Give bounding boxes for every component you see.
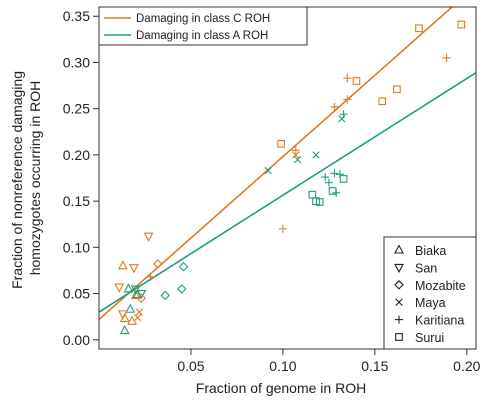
y-tick-label: 0.15 [63,193,90,209]
x-axis-ticks: 0.05 0.10 0.15 0.20 [177,349,481,374]
legend-fit-lines: Damaging in class C ROH Damaging in class… [98,6,308,46]
legend-lines-box [98,6,308,46]
y-tick-label: 0.10 [63,239,90,255]
data-point [293,155,302,164]
legend-population-label: Biaka [415,244,446,258]
data-points [114,20,466,335]
data-point [153,259,163,269]
data-point [130,289,141,299]
y-tick-label: 0.25 [63,101,90,117]
y-tick-label: 0.00 [63,332,90,348]
x-tick-label: 0.15 [361,358,388,374]
legend-marker-triangle-down [394,263,404,274]
x-tick-label: 0.10 [269,358,296,374]
data-point [264,166,272,175]
data-point [135,308,144,316]
data-point [343,74,352,83]
data-point [321,173,330,182]
data-point [125,303,136,313]
data-point [133,313,142,322]
data-point [291,146,300,155]
legend-population-label: Karitiana [415,314,464,328]
data-point [129,264,139,274]
data-point [352,77,361,85]
x-axis-label: Fraction of genome in ROH [196,380,366,396]
data-point [143,232,154,242]
y-tick-label: 0.30 [63,54,90,70]
legend-marker-plus [395,315,403,324]
data-point [292,151,300,159]
data-point [339,175,348,183]
legend-population-label: Maya [415,296,446,310]
legend-marker-diamond [394,280,404,290]
y-tick-label: 0.20 [63,147,90,163]
data-point [315,198,324,206]
data-point [339,110,348,119]
legend-population-label: Surui [415,331,444,345]
x-tick-label: 0.20 [453,358,480,374]
data-point [330,102,339,111]
legend-marker-triangle-up [394,244,404,254]
data-point [277,139,285,148]
data-point [308,190,317,199]
data-point [393,85,401,94]
y-axis-label: Fraction of nonreference damaging homozy… [9,67,43,289]
data-point [378,97,387,106]
legend-population-label: Mozabite [415,279,466,293]
y-axis-label-line-2: homozygotes occurring in ROH [27,81,43,276]
data-point [160,290,170,301]
data-point [278,224,287,233]
data-point [130,285,141,295]
data-point [136,293,147,303]
data-point [146,272,155,281]
legend-populations: Biaka San Mozabite Maya Karitiana Surui [383,236,477,350]
data-point [457,20,466,29]
legend-population-label: San [415,261,437,275]
data-point [343,95,352,104]
y-tick-label: 0.05 [63,286,90,302]
data-point [178,261,189,272]
data-point [114,283,125,293]
legend-populations-box [383,236,477,350]
legend-marker-square [395,333,403,341]
y-tick-label: 0.35 [63,8,90,24]
data-point [176,284,187,294]
data-point [442,53,451,62]
fit-line-class-a [99,71,476,313]
data-point [119,324,130,335]
legend-marker-x [395,298,403,306]
y-axis-label-line-1: Fraction of nonreference damaging [9,71,25,289]
data-point [117,310,128,320]
legend-line-label: Damaging in class A ROH [136,30,268,42]
x-tick-label: 0.05 [177,358,204,374]
data-point [136,289,147,300]
y-axis-ticks: 0.00 0.05 0.10 0.15 0.20 0.25 0.30 0.35 [63,8,99,348]
legend-line-label: Damaging in class C ROH [136,13,270,25]
data-point [330,169,339,178]
data-point [328,187,337,195]
data-point [123,283,134,293]
data-point [324,178,333,187]
data-point [117,260,128,270]
data-point [312,151,320,159]
data-point [415,24,423,33]
